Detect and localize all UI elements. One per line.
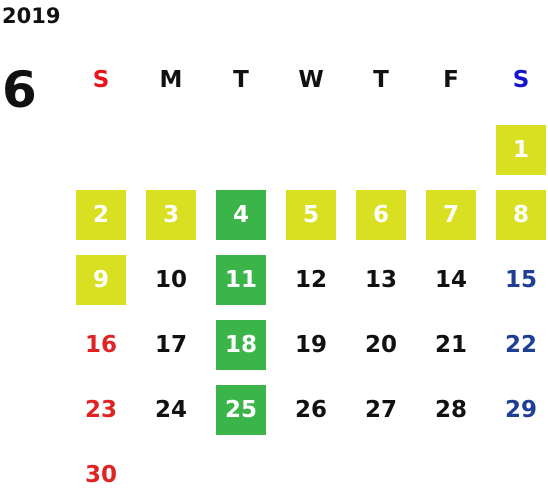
month: 6: [2, 61, 37, 119]
highlighted-day: 1: [496, 125, 546, 175]
year: 2019: [2, 4, 61, 28]
highlighted-day: 3: [146, 190, 196, 240]
highlighted-day: 2: [76, 190, 126, 240]
day: 26: [294, 397, 327, 423]
highlighted-day: 9: [76, 255, 126, 305]
highlighted-day: 25: [216, 385, 266, 435]
day: 21: [434, 332, 467, 358]
weekday-label: T: [373, 67, 389, 93]
weekday-label: F: [443, 67, 459, 93]
day: 17: [154, 332, 187, 358]
day: 12: [294, 267, 327, 293]
day: 16: [84, 332, 117, 358]
weekday-label: W: [298, 67, 324, 93]
day: 20: [364, 332, 397, 358]
day: 23: [84, 397, 117, 423]
day: 24: [154, 397, 187, 423]
day: 28: [434, 397, 467, 423]
day: 19: [294, 332, 327, 358]
highlighted-day: 4: [216, 190, 266, 240]
day: 15: [504, 267, 537, 293]
day: 14: [434, 267, 467, 293]
day: 22: [504, 332, 537, 358]
day: 13: [364, 267, 397, 293]
highlighted-day: 18: [216, 320, 266, 370]
highlighted-day: 7: [426, 190, 476, 240]
highlighted-day: 11: [216, 255, 266, 305]
day: 10: [154, 267, 187, 293]
day: 27: [364, 397, 397, 423]
highlighted-day: 8: [496, 190, 546, 240]
weekday-label: S: [512, 67, 530, 93]
day: 30: [84, 462, 117, 488]
highlighted-day: 5: [286, 190, 336, 240]
highlighted-day: 6: [356, 190, 406, 240]
weekday-label: S: [92, 67, 110, 93]
weekday-label: T: [233, 67, 249, 93]
day: 29: [504, 397, 537, 423]
weekday-label: M: [159, 67, 183, 93]
